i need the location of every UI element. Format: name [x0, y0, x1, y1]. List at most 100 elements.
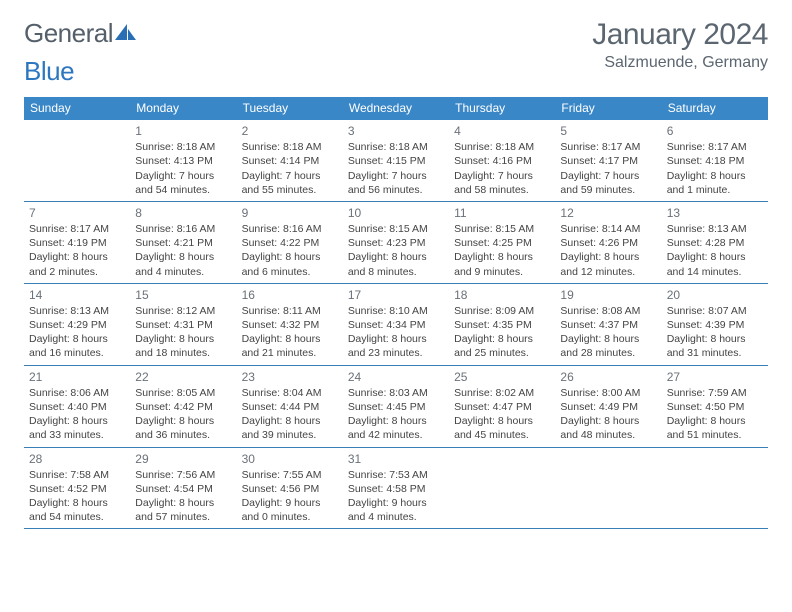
dow-sun: Sunday: [24, 97, 130, 120]
day-cell: 1Sunrise: 8:18 AMSunset: 4:13 PMDaylight…: [130, 120, 236, 201]
day-cell: 8Sunrise: 8:16 AMSunset: 4:21 PMDaylight…: [130, 202, 236, 283]
daylight-text: Daylight: 8 hours and 54 minutes.: [29, 496, 125, 524]
day-number: 28: [29, 451, 125, 467]
sunset-text: Sunset: 4:14 PM: [242, 154, 338, 168]
sunrise-text: Sunrise: 8:15 AM: [348, 222, 444, 236]
daylight-text: Daylight: 8 hours and 9 minutes.: [454, 250, 550, 278]
day-cell: 29Sunrise: 7:56 AMSunset: 4:54 PMDayligh…: [130, 448, 236, 529]
daylight-text: Daylight: 8 hours and 18 minutes.: [135, 332, 231, 360]
sunrise-text: Sunrise: 8:07 AM: [667, 304, 763, 318]
sunset-text: Sunset: 4:39 PM: [667, 318, 763, 332]
sunrise-text: Sunrise: 8:09 AM: [454, 304, 550, 318]
daylight-text: Daylight: 8 hours and 31 minutes.: [667, 332, 763, 360]
sunrise-text: Sunrise: 8:00 AM: [560, 386, 656, 400]
day-cell: [555, 448, 661, 529]
day-cell: 19Sunrise: 8:08 AMSunset: 4:37 PMDayligh…: [555, 284, 661, 365]
day-cell: 16Sunrise: 8:11 AMSunset: 4:32 PMDayligh…: [237, 284, 343, 365]
day-cell: 2Sunrise: 8:18 AMSunset: 4:14 PMDaylight…: [237, 120, 343, 201]
sunset-text: Sunset: 4:44 PM: [242, 400, 338, 414]
day-cell: 28Sunrise: 7:58 AMSunset: 4:52 PMDayligh…: [24, 448, 130, 529]
daylight-text: Daylight: 7 hours and 59 minutes.: [560, 169, 656, 197]
sunrise-text: Sunrise: 8:18 AM: [135, 140, 231, 154]
day-number: 29: [135, 451, 231, 467]
day-cell: 27Sunrise: 7:59 AMSunset: 4:50 PMDayligh…: [662, 366, 768, 447]
daylight-text: Daylight: 8 hours and 16 minutes.: [29, 332, 125, 360]
sunset-text: Sunset: 4:28 PM: [667, 236, 763, 250]
sunrise-text: Sunrise: 8:13 AM: [29, 304, 125, 318]
day-cell: 26Sunrise: 8:00 AMSunset: 4:49 PMDayligh…: [555, 366, 661, 447]
day-cell: 31Sunrise: 7:53 AMSunset: 4:58 PMDayligh…: [343, 448, 449, 529]
sunset-text: Sunset: 4:32 PM: [242, 318, 338, 332]
day-cell: 18Sunrise: 8:09 AMSunset: 4:35 PMDayligh…: [449, 284, 555, 365]
day-cell: [662, 448, 768, 529]
day-number: 14: [29, 287, 125, 303]
sunrise-text: Sunrise: 8:08 AM: [560, 304, 656, 318]
day-number: 6: [667, 123, 763, 139]
day-cell: 21Sunrise: 8:06 AMSunset: 4:40 PMDayligh…: [24, 366, 130, 447]
day-number: 26: [560, 369, 656, 385]
day-cell: 23Sunrise: 8:04 AMSunset: 4:44 PMDayligh…: [237, 366, 343, 447]
day-cell: 12Sunrise: 8:14 AMSunset: 4:26 PMDayligh…: [555, 202, 661, 283]
sunset-text: Sunset: 4:37 PM: [560, 318, 656, 332]
sunrise-text: Sunrise: 8:05 AM: [135, 386, 231, 400]
sunrise-text: Sunrise: 8:17 AM: [560, 140, 656, 154]
day-cell: 6Sunrise: 8:17 AMSunset: 4:18 PMDaylight…: [662, 120, 768, 201]
dow-fri: Friday: [555, 97, 661, 120]
title-block: January 2024 Salzmuende, Germany: [592, 18, 768, 72]
daylight-text: Daylight: 8 hours and 57 minutes.: [135, 496, 231, 524]
sunset-text: Sunset: 4:54 PM: [135, 482, 231, 496]
daylight-text: Daylight: 8 hours and 36 minutes.: [135, 414, 231, 442]
day-cell: 17Sunrise: 8:10 AMSunset: 4:34 PMDayligh…: [343, 284, 449, 365]
week-row: 28Sunrise: 7:58 AMSunset: 4:52 PMDayligh…: [24, 448, 768, 530]
sunset-text: Sunset: 4:26 PM: [560, 236, 656, 250]
day-cell: 5Sunrise: 8:17 AMSunset: 4:17 PMDaylight…: [555, 120, 661, 201]
sunset-text: Sunset: 4:45 PM: [348, 400, 444, 414]
day-cell: 4Sunrise: 8:18 AMSunset: 4:16 PMDaylight…: [449, 120, 555, 201]
sunrise-text: Sunrise: 7:56 AM: [135, 468, 231, 482]
location-subtitle: Salzmuende, Germany: [592, 54, 768, 72]
day-cell: 15Sunrise: 8:12 AMSunset: 4:31 PMDayligh…: [130, 284, 236, 365]
sunrise-text: Sunrise: 8:18 AM: [242, 140, 338, 154]
daylight-text: Daylight: 8 hours and 45 minutes.: [454, 414, 550, 442]
sunrise-text: Sunrise: 8:16 AM: [135, 222, 231, 236]
day-cell: 10Sunrise: 8:15 AMSunset: 4:23 PMDayligh…: [343, 202, 449, 283]
dow-wed: Wednesday: [343, 97, 449, 120]
sunrise-text: Sunrise: 8:04 AM: [242, 386, 338, 400]
day-number: 1: [135, 123, 231, 139]
sunset-text: Sunset: 4:42 PM: [135, 400, 231, 414]
daylight-text: Daylight: 8 hours and 21 minutes.: [242, 332, 338, 360]
daylight-text: Daylight: 8 hours and 39 minutes.: [242, 414, 338, 442]
sunset-text: Sunset: 4:18 PM: [667, 154, 763, 168]
day-cell: 14Sunrise: 8:13 AMSunset: 4:29 PMDayligh…: [24, 284, 130, 365]
sunset-text: Sunset: 4:29 PM: [29, 318, 125, 332]
sunset-text: Sunset: 4:58 PM: [348, 482, 444, 496]
weeks-container: 1Sunrise: 8:18 AMSunset: 4:13 PMDaylight…: [24, 120, 768, 529]
sunset-text: Sunset: 4:19 PM: [29, 236, 125, 250]
day-number: 12: [560, 205, 656, 221]
daylight-text: Daylight: 8 hours and 12 minutes.: [560, 250, 656, 278]
sunrise-text: Sunrise: 8:15 AM: [454, 222, 550, 236]
week-row: 7Sunrise: 8:17 AMSunset: 4:19 PMDaylight…: [24, 202, 768, 284]
daylight-text: Daylight: 8 hours and 51 minutes.: [667, 414, 763, 442]
sunset-text: Sunset: 4:40 PM: [29, 400, 125, 414]
sunset-text: Sunset: 4:47 PM: [454, 400, 550, 414]
sunset-text: Sunset: 4:34 PM: [348, 318, 444, 332]
sunset-text: Sunset: 4:52 PM: [29, 482, 125, 496]
sunrise-text: Sunrise: 8:18 AM: [348, 140, 444, 154]
sunset-text: Sunset: 4:23 PM: [348, 236, 444, 250]
day-cell: [24, 120, 130, 201]
daylight-text: Daylight: 8 hours and 8 minutes.: [348, 250, 444, 278]
daylight-text: Daylight: 8 hours and 14 minutes.: [667, 250, 763, 278]
dow-thu: Thursday: [449, 97, 555, 120]
sunrise-text: Sunrise: 8:06 AM: [29, 386, 125, 400]
sunrise-text: Sunrise: 8:13 AM: [667, 222, 763, 236]
sunrise-text: Sunrise: 8:17 AM: [667, 140, 763, 154]
day-cell: 13Sunrise: 8:13 AMSunset: 4:28 PMDayligh…: [662, 202, 768, 283]
sunrise-text: Sunrise: 7:55 AM: [242, 468, 338, 482]
sunset-text: Sunset: 4:22 PM: [242, 236, 338, 250]
sunrise-text: Sunrise: 8:11 AM: [242, 304, 338, 318]
daylight-text: Daylight: 7 hours and 54 minutes.: [135, 169, 231, 197]
day-number: 16: [242, 287, 338, 303]
day-number: 27: [667, 369, 763, 385]
day-number: 3: [348, 123, 444, 139]
